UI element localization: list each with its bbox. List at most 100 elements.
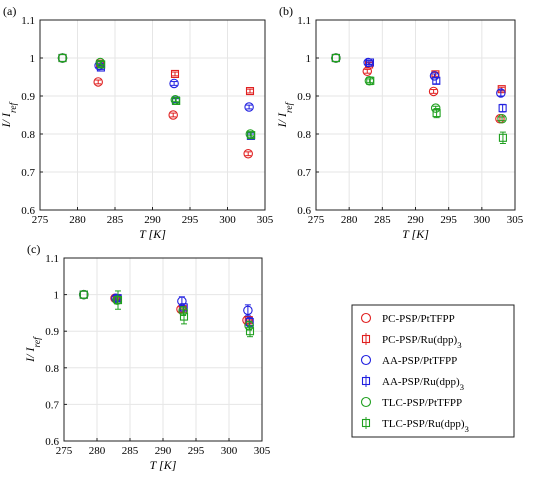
data-point-square [172,96,181,105]
data-point-circle [168,110,178,120]
data-point-circle [244,102,254,112]
legend-label: AA-PSP/Ru(dpp)3 [382,376,465,392]
data-point-circle [79,289,89,300]
y-tick-label: 0.9 [45,326,59,338]
series-2 [331,53,506,94]
data-point-circle [244,320,254,331]
series-1 [331,53,505,124]
legend-label: PC-PSP/PtTFPP [382,313,455,325]
data-point-circle [243,149,253,159]
x-tick-label: 275 [308,214,325,226]
y-tick-label: 1.1 [45,253,59,265]
legend: PC-PSP/PtTFPP PC-PSP/Ru(dpp)3 AA-PSP/PtTFP… [351,304,515,438]
data-point-square [79,290,88,299]
data-point-square [179,312,189,321]
data-point-circle [428,86,439,97]
series-2 [58,53,255,96]
data-point-square [432,109,441,118]
series-6 [79,290,255,338]
legend-label: AA-PSP/PtTFPP [382,355,457,367]
x-tick-label: 280 [69,214,86,226]
data-point-square [97,60,106,69]
y-axis-label: I/ Iref [275,101,295,128]
y-tick-label: 0.7 [297,167,311,179]
data-point-circle [93,77,103,87]
x-tick-label: 285 [122,445,139,457]
data-point-square [245,327,255,336]
series-3 [57,53,254,112]
y-tick-label: 0.7 [21,167,35,179]
legend-label: TLC-PSP/PtTFPP [382,397,462,409]
panel-label: (b) [279,4,293,18]
data-point-circle [496,88,506,98]
data-point-square [170,69,180,79]
panel-label: (c) [27,242,40,256]
data-point-circle [497,114,507,124]
series-4 [79,290,254,327]
x-tick-label: 305 [507,214,524,226]
data-point-square [331,53,340,63]
data-point-circle [178,306,188,316]
legend-marker-square [361,376,371,386]
legend-marker-circle [360,312,372,324]
series-1 [79,289,252,325]
x-tick-label: 280 [341,214,358,226]
panel-label: (a) [3,4,16,18]
panel-2: 275 280 285 290 295 300 305 0.6 0.7 0.8 0.9 1 1.1 T [… [275,4,524,241]
data-point-circle [57,53,68,63]
data-point-square [365,58,375,67]
y-tick-label: 0.8 [297,129,311,141]
panel-1: 275 280 285 290 295 300 305 0.6 0.7 0.8 0.9 1 1.1 T [… [0,4,274,241]
legend-label: PC-PSP/Ru(dpp)3 [382,334,462,350]
y-tick-label: 0.9 [21,91,35,103]
x-tick-label: 285 [107,214,124,226]
legend-marker-circle [360,396,372,408]
y-tick-label: 1 [30,53,36,65]
x-axis-label: T [K] [150,458,177,472]
series-4 [58,53,255,140]
data-point-circle [243,305,253,316]
data-point-square [247,131,256,140]
x-tick-label: 300 [219,214,236,226]
legend-marker-square [361,334,371,344]
x-tick-label: 290 [155,445,172,457]
y-axis-label: I/ Iref [23,336,43,363]
data-point-circle [429,71,440,81]
data-point-square [498,133,507,142]
series-2 [79,290,253,325]
x-tick-label: 295 [188,445,205,457]
data-point-circle [169,78,179,89]
panel-3: 275 280 285 290 295 300 305 0.6 0.7 0.8 0.9 1 1.1 T [… [23,242,271,472]
x-axis-label: T [K] [139,227,166,241]
data-point-circle [111,293,121,304]
x-tick-label: 295 [440,214,457,226]
x-tick-label: 275 [56,445,73,457]
series-1 [57,53,253,159]
y-tick-label: 0.6 [45,436,59,448]
series-4 [331,53,507,113]
data-point-circle [177,296,187,306]
y-tick-label: 1.1 [21,15,35,27]
x-tick-label: 300 [474,214,491,226]
y-tick-label: 0.9 [297,91,311,103]
data-point-square [58,53,67,63]
series-5 [79,289,254,331]
x-tick-label: 290 [144,214,161,226]
x-tick-label: 305 [254,445,271,457]
x-axis-label: T [K] [402,227,429,241]
y-tick-label: 0.6 [21,205,35,217]
x-tick-label: 275 [32,214,49,226]
y-tick-label: 1.1 [297,15,311,27]
y-tick-label: 0.7 [45,399,59,411]
data-point-circle [430,103,441,113]
legend-box [351,304,515,438]
legend-label: TLC-PSP/Ru(dpp)3 [382,418,470,434]
data-point-circle [331,53,341,63]
x-tick-label: 280 [89,445,106,457]
x-tick-label: 295 [182,214,199,226]
series-5 [331,53,507,124]
x-tick-label: 290 [407,214,424,226]
series-3 [331,53,506,98]
